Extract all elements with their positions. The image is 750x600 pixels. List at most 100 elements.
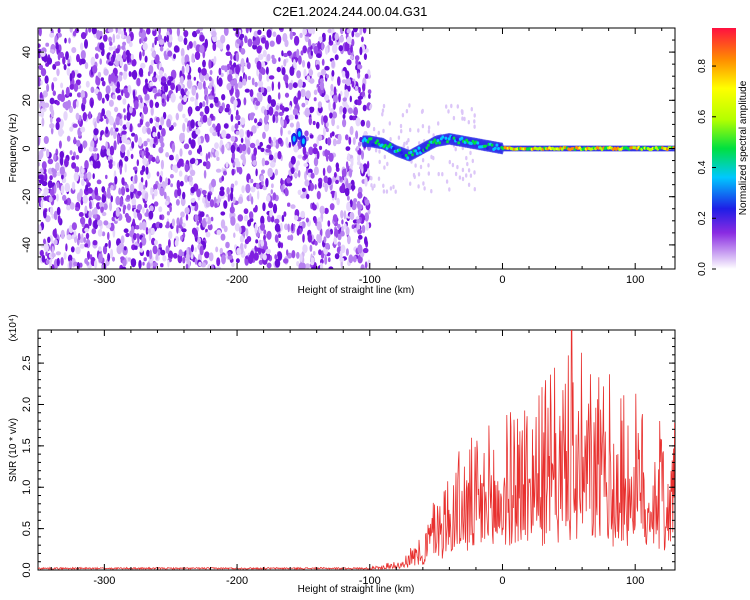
noise-speckle — [275, 115, 279, 124]
noise-speckle — [317, 234, 322, 244]
noise-speckle — [179, 216, 183, 226]
noise-speckle — [365, 221, 370, 231]
noise-speckle — [300, 88, 306, 98]
noise-speckle — [179, 180, 184, 187]
noise-speckle — [131, 197, 137, 206]
noise-speckle — [142, 184, 146, 190]
x-tick-label: 0 — [499, 575, 505, 587]
noise-speckle — [347, 235, 351, 245]
noise-speckle — [213, 196, 217, 205]
snr-panel: -300 -200 -100 0 100 0.0 0.5 1.0 1.5 2.0 2.5 Heig… — [8, 314, 676, 595]
noise-speckle — [104, 243, 108, 247]
noise-speckle — [329, 112, 333, 119]
noise-region — [38, 28, 476, 269]
noise-speckle — [171, 218, 176, 227]
noise-speckle — [144, 78, 148, 84]
noise-speckle — [195, 29, 201, 34]
noise-speckle — [280, 126, 283, 137]
noise-speckle — [184, 54, 190, 64]
noise-speckle — [66, 204, 71, 211]
noise-speckle — [167, 50, 173, 57]
noise-speckle — [349, 212, 355, 220]
noise-speckle — [40, 68, 47, 77]
noise-speckle — [302, 146, 307, 156]
noise-speckle — [160, 141, 165, 148]
noise-speckle — [209, 82, 212, 90]
noise-speckle — [215, 246, 219, 253]
noise-speckle — [126, 149, 130, 157]
noise-speckle — [299, 32, 303, 39]
noise-speckle — [235, 160, 241, 168]
noise-speckle — [246, 129, 251, 138]
noise-speckle — [456, 164, 459, 170]
noise-speckle — [345, 248, 349, 256]
noise-speckle — [277, 92, 281, 100]
noise-speckle — [235, 130, 240, 136]
noise-speckle — [108, 239, 111, 249]
noise-speckle — [355, 130, 359, 140]
noise-speckle — [323, 35, 326, 41]
noise-speckle — [260, 61, 266, 68]
noise-speckle — [147, 71, 151, 77]
track-point — [392, 146, 395, 151]
noise-speckle — [220, 219, 226, 229]
noise-speckle — [402, 143, 405, 149]
noise-speckle — [300, 50, 304, 56]
noise-speckle — [313, 45, 319, 55]
noise-speckle — [467, 182, 471, 187]
noise-speckle — [308, 168, 313, 174]
noise-speckle — [120, 235, 125, 245]
noise-speckle — [283, 107, 290, 112]
noise-speckle — [71, 155, 76, 161]
noise-speckle — [196, 220, 200, 226]
noise-speckle — [149, 205, 154, 212]
noise-speckle — [159, 214, 162, 220]
noise-speckle — [191, 86, 196, 96]
noise-speckle — [302, 28, 307, 36]
noise-speckle — [113, 45, 117, 51]
noise-speckle — [394, 189, 397, 194]
noise-speckle — [281, 50, 284, 57]
noise-speckle — [66, 135, 71, 142]
noise-speckle — [60, 257, 64, 266]
noise-speckle — [297, 154, 303, 159]
noise-speckle — [369, 105, 372, 110]
noise-speckle — [378, 149, 381, 154]
noise-speckle — [254, 204, 258, 212]
noise-speckle — [56, 181, 60, 189]
colorbar-tick-label: 0.2 — [697, 211, 708, 225]
noise-speckle — [178, 170, 183, 177]
noise-speckle — [364, 212, 369, 221]
noise-speckle — [306, 75, 311, 82]
noise-speckle — [76, 139, 81, 147]
noise-speckle — [362, 104, 367, 112]
noise-speckle — [210, 187, 214, 193]
noise-speckle — [363, 53, 367, 60]
noise-speckle — [179, 132, 185, 143]
noise-speckle — [405, 140, 408, 145]
noise-speckle — [212, 42, 217, 51]
noise-speckle — [332, 214, 338, 223]
noise-speckle — [38, 76, 42, 87]
noise-speckle — [271, 57, 277, 65]
noise-speckle — [352, 28, 358, 33]
noise-speckle — [308, 69, 314, 77]
spectrogram-x-label: Height of straight line (km) — [298, 285, 415, 296]
noise-speckle — [93, 128, 99, 136]
noise-speckle — [140, 62, 146, 69]
noise-speckle — [119, 197, 123, 207]
noise-speckle — [224, 107, 230, 113]
noise-speckle — [97, 229, 103, 237]
noise-speckle — [117, 74, 123, 82]
noise-speckle — [309, 78, 315, 84]
x-tick-label: 100 — [626, 274, 644, 286]
noise-speckle — [190, 119, 195, 129]
noise-speckle — [204, 251, 210, 259]
noise-speckle — [261, 68, 266, 75]
noise-speckle — [38, 53, 41, 59]
noise-speckle — [122, 71, 128, 80]
noise-speckle — [336, 197, 340, 206]
noise-speckle — [290, 167, 295, 175]
noise-speckle — [268, 75, 275, 80]
noise-speckle — [161, 76, 167, 83]
